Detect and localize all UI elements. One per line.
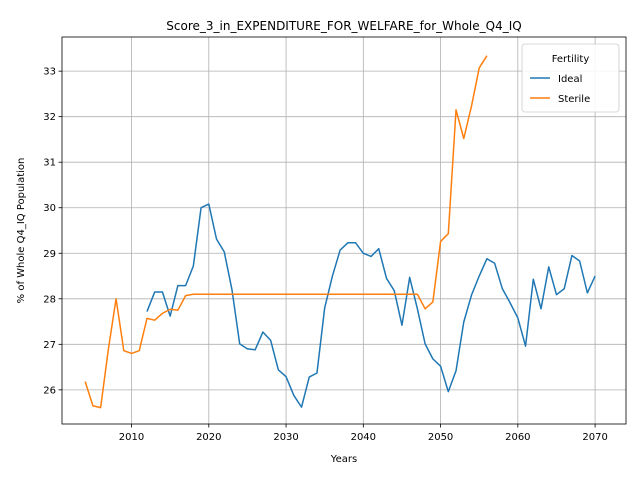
x-tick-label: 2070 — [582, 432, 607, 443]
series-line-ideal — [146, 203, 596, 408]
legend-title: Fertility — [552, 54, 590, 65]
legend-box — [521, 43, 620, 113]
y-axis: 26 27 28 29 30 31 32 33 — [43, 67, 62, 396]
x-tick-label: 2060 — [505, 432, 530, 443]
series-line-sterile — [84, 55, 488, 409]
y-axis-title: % of Whole Q4_IQ Population — [16, 158, 27, 304]
y-tick-label: 33 — [43, 67, 56, 78]
legend-label-ideal: Ideal — [558, 74, 582, 85]
y-tick-label: 32 — [43, 112, 56, 123]
x-tick-label: 2050 — [428, 432, 453, 443]
y-tick-label: 31 — [43, 158, 56, 169]
x-tick-label: 2040 — [351, 432, 376, 443]
chart-title: Score_3_in_EXPENDITURE_FOR_WELFARE_for_W… — [166, 19, 521, 33]
x-axis: 2010 2020 2030 2040 2050 2060 2070 — [119, 424, 608, 443]
x-tick-label: 2020 — [196, 432, 221, 443]
x-tick-label: 2010 — [119, 432, 144, 443]
plot-frame — [61, 36, 627, 425]
series-layer — [84, 55, 596, 409]
y-tick-label: 30 — [43, 203, 56, 214]
y-tick-label: 29 — [43, 249, 56, 260]
y-tick-label: 26 — [43, 385, 56, 396]
legend-label-sterile: Sterile — [558, 94, 590, 105]
legend: Fertility Ideal Sterile — [521, 43, 620, 113]
x-tick-label: 2030 — [273, 432, 298, 443]
x-axis-title: Years — [330, 454, 357, 465]
grid-lines — [62, 37, 626, 424]
y-tick-label: 27 — [43, 340, 56, 351]
y-tick-label: 28 — [43, 294, 56, 305]
